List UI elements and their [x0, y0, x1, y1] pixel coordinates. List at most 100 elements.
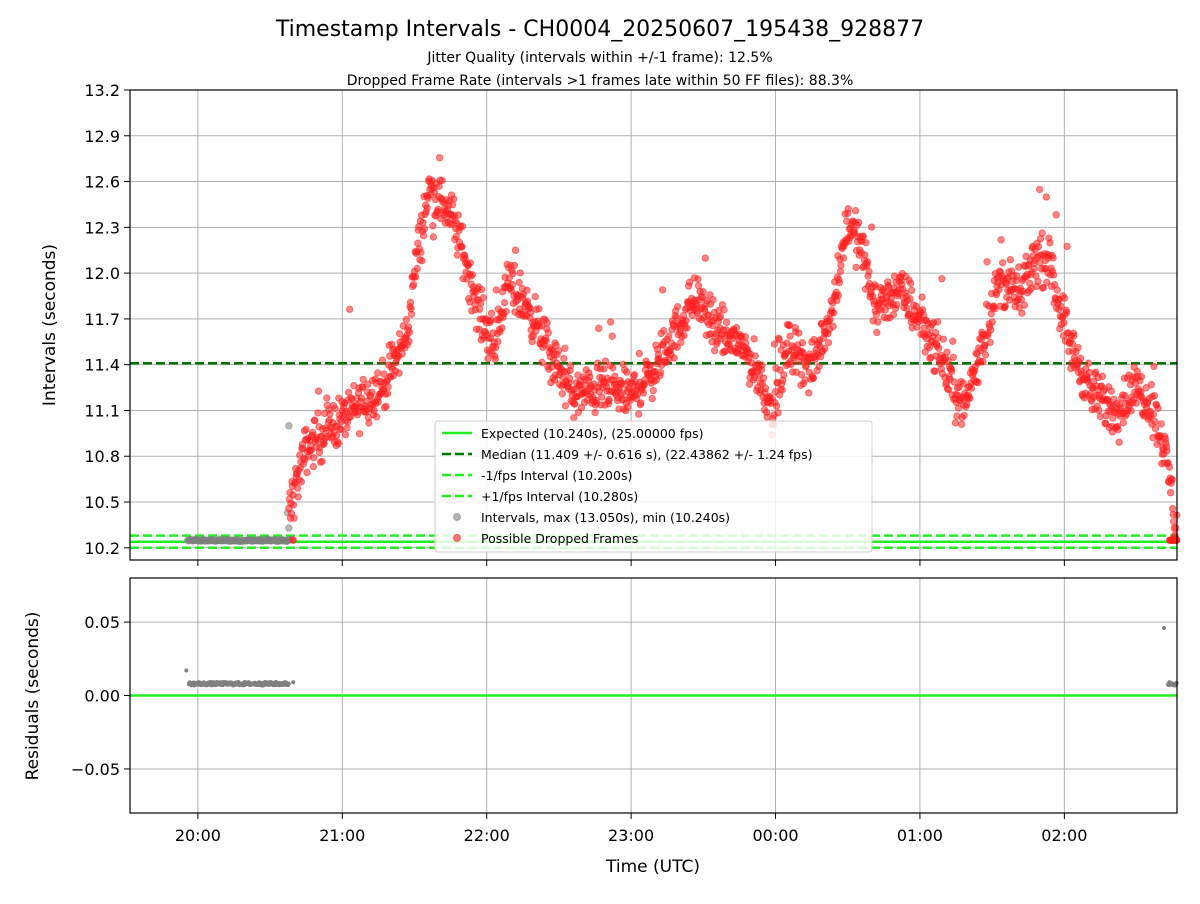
- dropped-frame-point: [776, 366, 784, 374]
- dropped-frame-point: [544, 329, 552, 337]
- dropped-frame-point: [988, 318, 996, 326]
- dropped-frame-point: [798, 339, 807, 347]
- dropped-frame-point: [1115, 438, 1123, 446]
- dropped-frame-point: [903, 304, 911, 313]
- dropped-frame-point: [732, 323, 741, 332]
- bottom-plot-axes: 20:00 21:00 22:00 23:00 00:00 01:00 02:00 −0.05…: [71, 577, 1178, 845]
- dropped-frame-point: [861, 251, 869, 259]
- dropped-frame-point: [561, 344, 569, 352]
- dropped-frame-point: [479, 293, 487, 302]
- dropped-frame-point: [863, 258, 872, 266]
- top-y-tick-label: 12.6: [84, 173, 120, 192]
- dropped-frame-point: [429, 222, 437, 230]
- dropped-frame-point: [918, 293, 926, 301]
- dropped-frame-point: [925, 343, 934, 352]
- x-tick-label: 21:00: [319, 826, 365, 845]
- dropped-frame-point: [1170, 518, 1178, 526]
- legend-label-plus-fps: +1/fps Interval (10.280s): [481, 489, 638, 504]
- legend-label-minus-fps: -1/fps Interval (10.200s): [481, 468, 632, 483]
- dropped-frame-point: [759, 374, 768, 382]
- dropped-frame-point: [1060, 294, 1069, 302]
- dropped-frame-point: [293, 484, 302, 492]
- dropped-frame-point: [405, 328, 414, 336]
- dropped-frame-point: [508, 280, 517, 289]
- dropped-frame-point: [326, 410, 334, 418]
- dropped-frame-point: [948, 367, 956, 375]
- dropped-frame-point: [332, 431, 341, 440]
- dropped-frame-point: [345, 305, 354, 314]
- dropped-frame-point: [570, 414, 578, 422]
- dropped-frame-point: [786, 332, 794, 340]
- x-axis-label: Time (UTC): [605, 857, 700, 877]
- bottom-plot-points: [184, 625, 1179, 688]
- dropped-frame-point: [829, 309, 838, 317]
- dropped-frame-point: [535, 305, 543, 313]
- dropped-frame-point: [1165, 463, 1174, 471]
- dropped-frame-point: [867, 223, 876, 231]
- dropped-frame-point: [492, 286, 500, 294]
- dropped-frame-point: [523, 286, 531, 294]
- dropped-frame-point: [395, 329, 404, 338]
- dropped-frame-point: [826, 315, 834, 324]
- dropped-frame-point: [318, 457, 326, 466]
- dropped-frame-point: [543, 319, 551, 327]
- dropped-frame-point: [1150, 391, 1159, 400]
- dropped-frame-point: [1166, 488, 1175, 497]
- dropped-frame-point: [1030, 264, 1039, 273]
- dropped-frame-point: [289, 501, 298, 509]
- dropped-frame-point: [314, 409, 322, 417]
- dropped-frame-point: [1154, 404, 1162, 413]
- dropped-frame-point: [601, 357, 610, 365]
- dropped-frame-point: [966, 394, 974, 403]
- dropped-frame-point: [1013, 272, 1021, 280]
- dropped-frame-point: [598, 393, 606, 401]
- dropped-frame-point: [511, 246, 520, 254]
- dropped-frame-point: [1039, 283, 1047, 292]
- dropped-frame-point: [939, 335, 948, 343]
- bottom-y-axis-label: Residuals (seconds): [23, 612, 43, 781]
- dropped-frame-point: [409, 280, 418, 289]
- top-y-tick-label: 11.1: [84, 401, 120, 420]
- dropped-frame-point: [906, 279, 915, 287]
- dropped-frame-point: [355, 429, 364, 438]
- dropped-frame-point: [906, 295, 914, 303]
- dropped-frame-point: [852, 263, 860, 272]
- dropped-frame-point: [609, 364, 617, 372]
- dropped-frame-point: [944, 385, 953, 394]
- dropped-frame-point: [309, 428, 317, 437]
- dropped-frame-point: [1020, 301, 1029, 309]
- dropped-frame-point: [297, 478, 306, 486]
- dropped-frame-point: [1119, 418, 1127, 427]
- x-tick-label: 20:00: [175, 826, 221, 845]
- dropped-frame-point: [674, 302, 682, 311]
- dropped-frame-point: [720, 306, 728, 314]
- legend-label-median: Median (11.409 +/- 0.616 s), (22.43862 +…: [481, 447, 812, 462]
- dropped-frame-point: [780, 371, 788, 379]
- bottom-plot-frame: [129, 577, 1178, 814]
- dropped-frame-point: [334, 440, 342, 448]
- dropped-frame-point: [673, 343, 681, 351]
- dropped-frame-point: [1127, 407, 1135, 415]
- dropped-frame-point: [405, 337, 413, 345]
- dropped-frame-point: [742, 339, 750, 347]
- dropped-frame-point: [384, 383, 392, 391]
- dropped-frame-point: [772, 402, 781, 410]
- dropped-frame-point: [608, 332, 616, 340]
- dropped-frame-point: [1043, 278, 1051, 287]
- dropped-frame-point: [981, 351, 990, 359]
- dropped-frame-point: [874, 318, 882, 326]
- legend: Expected (10.240s), (25.00000 fps) Media…: [434, 420, 873, 553]
- legend-label-dropped: Possible Dropped Frames: [481, 531, 638, 546]
- dropped-frame-point: [374, 369, 382, 377]
- dropped-frame-point: [683, 324, 691, 332]
- x-tick-label: 01:00: [897, 826, 943, 845]
- dropped-frame-point: [500, 298, 509, 307]
- dropped-frame-point: [774, 409, 782, 417]
- dropped-frame-point: [395, 369, 403, 377]
- dropped-frame-point: [907, 286, 916, 295]
- dropped-frame-point: [494, 337, 502, 346]
- dropped-frame-point: [294, 493, 302, 501]
- top-plot-axes: 10.2 10.5 10.8 11.1 11.4 11.7 12.0 12.3 12.6 12.9…: [84, 81, 1178, 566]
- dropped-frame-point: [672, 313, 681, 322]
- dropped-frame-point: [1034, 277, 1042, 286]
